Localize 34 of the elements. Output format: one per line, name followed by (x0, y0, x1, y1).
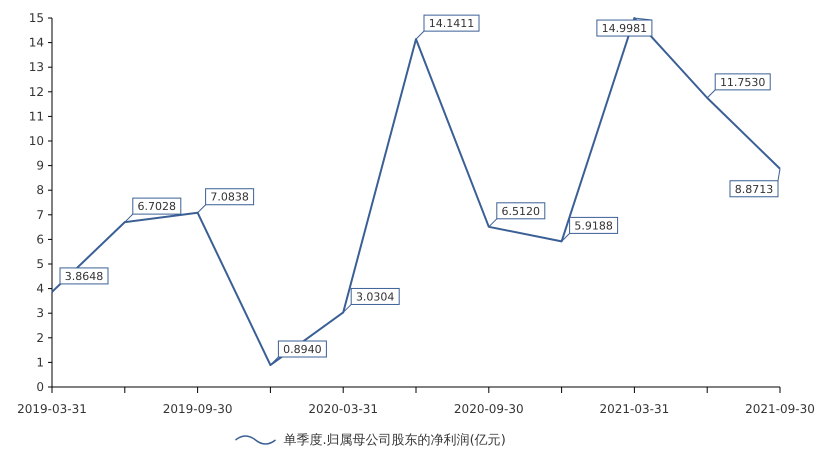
x-tick-label: 2020-03-31 (308, 402, 378, 416)
data-label: 8.8713 (734, 182, 774, 196)
y-tick-label: 13 (28, 60, 44, 74)
y-tick-label: 1 (36, 355, 44, 370)
data-label: 14.9981 (602, 22, 648, 36)
y-tick-label: 2 (36, 330, 44, 345)
data-label: 7.0838 (210, 190, 249, 204)
x-tick-label: 2019-09-30 (162, 402, 232, 416)
y-tick-label: 6 (36, 232, 44, 246)
y-tick-label: 7 (36, 208, 44, 222)
x-tick-label: 2020-09-30 (454, 402, 524, 416)
y-tick-label: 0 (36, 380, 44, 394)
x-tick-label: 2021-03-31 (600, 402, 670, 416)
legend-label: 单季度.归属母公司股东的净利润(亿元) (284, 432, 506, 448)
data-label: 6.5120 (502, 204, 540, 218)
data-label: 5.9188 (574, 219, 613, 232)
y-tick-label: 4 (36, 282, 44, 296)
y-tick-label: 12 (28, 84, 44, 99)
data-label: 11.7530 (720, 76, 766, 89)
data-label: 0.8940 (283, 343, 322, 356)
data-label: 3.8648 (64, 270, 104, 283)
y-tick-label: 8 (36, 183, 44, 198)
data-label: 3.0304 (356, 290, 394, 304)
y-tick-label: 9 (36, 158, 44, 173)
x-tick-label: 2021-09-30 (745, 402, 815, 416)
y-tick-label: 15 (28, 11, 44, 25)
data-label: 6.7028 (138, 200, 176, 214)
data-label: 14.1411 (428, 17, 474, 30)
y-tick-label: 14 (28, 36, 44, 50)
y-tick-label: 11 (28, 109, 44, 124)
x-tick-label: 2019-03-31 (17, 402, 87, 416)
y-tick-label: 10 (28, 134, 44, 148)
y-tick-label: 3 (36, 306, 44, 320)
y-tick-label: 5 (36, 257, 44, 271)
